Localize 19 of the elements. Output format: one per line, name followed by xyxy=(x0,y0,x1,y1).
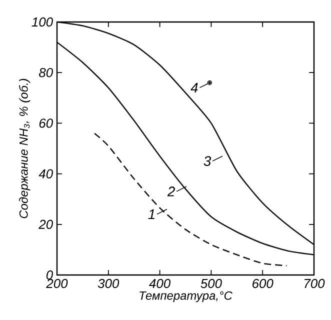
x-tick-label: 200 xyxy=(46,278,68,288)
y-tick-label: 20 xyxy=(38,220,53,229)
y-tick-label: 0 xyxy=(46,270,53,280)
y-axis-title: Содержание NH$_{3}$, % (об.) xyxy=(18,78,30,218)
y-tick-label: 60 xyxy=(39,118,53,128)
x-tick-label: 500 xyxy=(200,278,222,288)
x-tick-label: 400 xyxy=(149,278,170,288)
x-tick-label: 300 xyxy=(98,278,120,288)
y-tick-label: 80 xyxy=(39,68,53,78)
annotation: 4 xyxy=(190,82,198,92)
annotation: 2 xyxy=(167,186,175,196)
y-tick-label: 100 xyxy=(32,17,53,27)
annotation: 1 xyxy=(148,209,154,219)
x-tick-label: 700 xyxy=(304,278,325,288)
annotation: 3 xyxy=(204,156,212,166)
x-axis-title: Температура,°С xyxy=(140,291,232,302)
y-tick-label: 40 xyxy=(38,169,53,178)
line-series xyxy=(94,132,288,266)
x-tick-label: 600 xyxy=(252,278,274,288)
